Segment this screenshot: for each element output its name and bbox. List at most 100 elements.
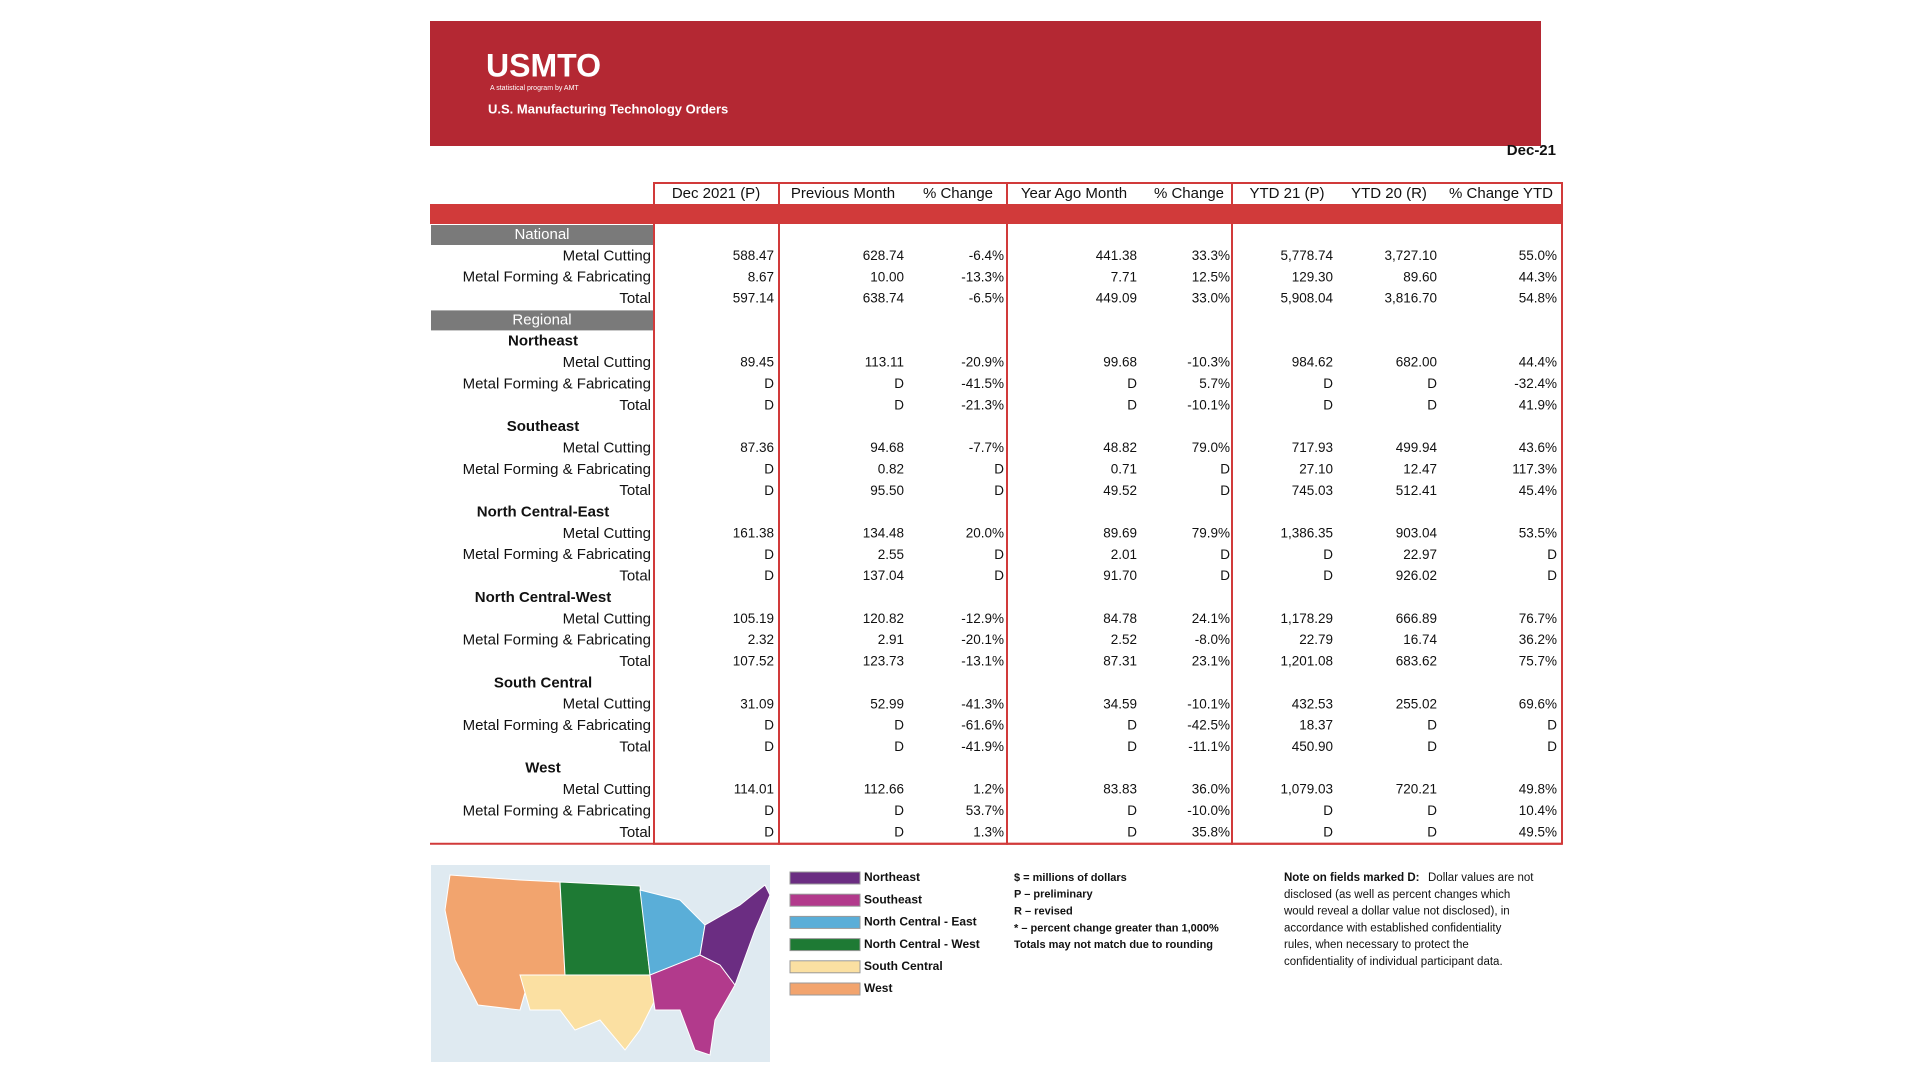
cell: 34.59: [1103, 696, 1137, 711]
cell: -61.6%: [961, 718, 1004, 733]
legend-swatch: [789, 871, 861, 885]
row-label: Metal Forming & Fabricating: [463, 546, 651, 563]
report-date: Dec-21: [1507, 142, 1556, 159]
cell: 33.3%: [1192, 248, 1230, 263]
tagline: A statistical program by AMT: [490, 85, 579, 92]
cell: 597.14: [733, 291, 775, 306]
cell: D: [994, 461, 1004, 476]
cell: 44.3%: [1519, 269, 1557, 284]
cell: 129.30: [1292, 269, 1333, 284]
column-header: % Change YTD: [1449, 185, 1553, 202]
cell: D: [764, 824, 774, 839]
cell: 27.10: [1299, 461, 1333, 476]
cell: 137.04: [863, 568, 905, 583]
legend-label: South Central: [864, 959, 943, 973]
cell: D: [1427, 397, 1437, 412]
cell: D: [764, 547, 774, 562]
row-label: Metal Forming & Fabricating: [463, 717, 651, 734]
cell: 512.41: [1396, 483, 1437, 498]
section-label: National: [514, 226, 569, 243]
row-label: Metal Cutting: [563, 610, 651, 627]
cell: -41.9%: [961, 739, 1004, 754]
column-header: YTD 20 (R): [1351, 185, 1427, 202]
cell: D: [1127, 803, 1137, 818]
cell: 720.21: [1396, 782, 1437, 797]
cell: D: [1323, 568, 1333, 583]
legend-swatch: [789, 960, 861, 974]
column-header: % Change: [923, 185, 993, 202]
row-label: Metal Cutting: [563, 247, 651, 264]
cell: D: [1427, 739, 1437, 754]
region-name: Northeast: [508, 333, 578, 350]
row-label: Total: [619, 290, 651, 307]
data-table: Dec 2021 (P) Previous Month % Change Year A…: [430, 182, 1563, 845]
cell: 7.71: [1111, 269, 1137, 284]
disclosure-line: Dollar values are not: [1428, 872, 1534, 884]
cell: D: [994, 483, 1004, 498]
cell: D: [894, 803, 904, 818]
section-label: Regional: [512, 311, 571, 328]
cell: -41.5%: [961, 376, 1004, 391]
cell: 79.0%: [1192, 440, 1230, 455]
cell: -41.3%: [961, 696, 1004, 711]
cell: 432.53: [1292, 696, 1333, 711]
cell: 117.3%: [1512, 461, 1557, 476]
cell: D: [764, 461, 774, 476]
cell: 52.99: [870, 696, 904, 711]
cell: D: [894, 718, 904, 733]
cell: 31.09: [740, 696, 774, 711]
cell: -10.0%: [1187, 803, 1230, 818]
cell: 69.6%: [1519, 696, 1557, 711]
legend-swatch: [789, 938, 861, 952]
cell: 48.82: [1103, 440, 1137, 455]
row-label: Metal Cutting: [563, 439, 651, 456]
cell: D: [1127, 376, 1137, 391]
legend-label: Southeast: [864, 892, 922, 906]
legend-swatch: [789, 893, 861, 907]
column-header: Previous Month: [791, 185, 895, 202]
disclosure-line: accordance with established confidential…: [1284, 922, 1502, 934]
cell: D: [1427, 824, 1437, 839]
disclosure-title: Note on fields marked D:: [1284, 872, 1419, 884]
logo: USMTO: [486, 47, 601, 83]
column-header: YTD 21 (P): [1249, 185, 1324, 202]
cell: 24.1%: [1192, 611, 1230, 626]
cell: 53.5%: [1519, 525, 1557, 540]
cell: 49.52: [1103, 483, 1137, 498]
cell: -13.1%: [961, 654, 1004, 669]
cell: 112.66: [864, 782, 904, 797]
cell: D: [1127, 824, 1137, 839]
cell: 5,778.74: [1280, 248, 1333, 263]
cell: 36.2%: [1519, 632, 1557, 647]
us-map: [444, 874, 771, 1056]
legend-swatch: [789, 915, 861, 929]
cell: 120.82: [863, 611, 904, 626]
region-name: North Central-East: [477, 504, 610, 521]
cell: 49.8%: [1519, 782, 1557, 797]
row-label: Metal Cutting: [563, 781, 651, 798]
cell: -10.1%: [1187, 397, 1230, 412]
cell: 113.11: [865, 355, 904, 370]
cell: 683.62: [1396, 654, 1437, 669]
cell: 33.0%: [1192, 291, 1230, 306]
row-label: Metal Cutting: [563, 354, 651, 371]
cell: 87.31: [1103, 654, 1137, 669]
cell: 22.97: [1403, 547, 1437, 562]
cell: D: [1547, 718, 1557, 733]
section-band: [431, 310, 654, 331]
cell: 22.79: [1299, 632, 1333, 647]
row-label: Total: [619, 738, 651, 755]
cell: 8.67: [748, 269, 774, 284]
cell: 255.02: [1396, 696, 1437, 711]
cell: 628.74: [863, 248, 905, 263]
cell: 903.04: [1396, 525, 1438, 540]
cell: D: [764, 803, 774, 818]
cell: D: [1323, 803, 1333, 818]
cell: 450.90: [1292, 739, 1333, 754]
cell: 45.4%: [1519, 483, 1557, 498]
cell: D: [894, 739, 904, 754]
region-name: North Central-West: [475, 589, 611, 606]
row-label: Metal Cutting: [563, 525, 651, 542]
cell: D: [764, 718, 774, 733]
